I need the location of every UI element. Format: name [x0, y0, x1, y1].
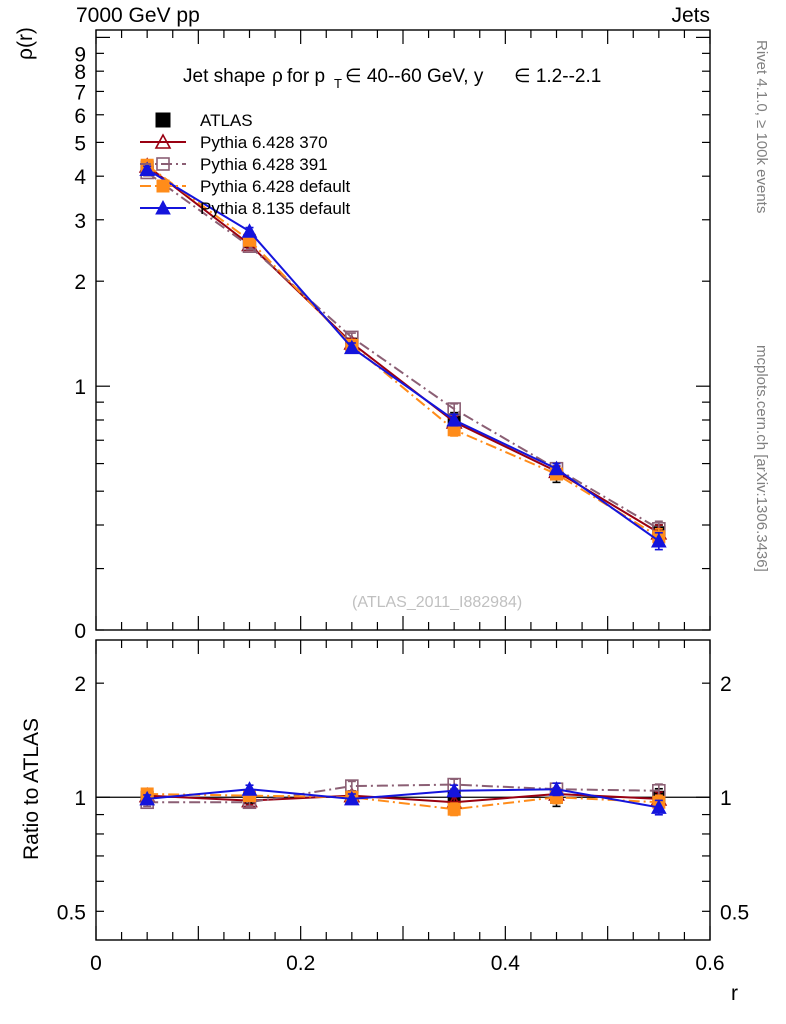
main-y-tick-label: 8 [74, 61, 86, 84]
legend: ATLAS Pythia 6.428 370 Pythia 6.428 391 Pyt… [140, 111, 351, 218]
data-point-marker [650, 799, 667, 814]
data-point-marker [241, 223, 258, 238]
header-left-label: 7000 GeV pp [76, 4, 200, 27]
data-point-marker [139, 790, 156, 806]
ratio-y-tick-label-left: 1 [74, 787, 86, 810]
plot-title-part-a: Jet shape [183, 66, 265, 87]
series-line [147, 788, 660, 809]
data-point-marker [343, 790, 360, 806]
plot-title-subscript-t: T [334, 76, 342, 91]
legend-marker-sample [155, 199, 171, 215]
data-point-marker [650, 532, 667, 548]
legend-entry-label: ATLAS [200, 111, 253, 130]
main-panel-ticks [95, 30, 711, 631]
legend-marker-sample [155, 112, 171, 128]
x-axis-title: r [731, 982, 738, 1005]
ratio-y-tick-label-left: 2 [74, 673, 86, 696]
main-y-tick-label: 6 [74, 105, 86, 128]
data-point-marker [446, 411, 463, 427]
series-line [147, 783, 659, 804]
main-y-tick-label: 5 [74, 132, 86, 155]
data-point-marker [446, 782, 463, 798]
data-point-marker [241, 781, 258, 796]
ratio-y-tick-label-right: 1 [720, 787, 732, 810]
header-right-label: Jets [671, 4, 710, 27]
series-line [146, 164, 660, 538]
main-y-axis-title: ρ(r) [14, 27, 37, 60]
legend-marker-sample [154, 133, 172, 149]
x-axis-tick-labels: 0 0.2 0.4 0.6 [90, 952, 724, 975]
series-line [147, 792, 659, 811]
data-point-marker [548, 781, 565, 796]
legend-entry-label: Pythia 6.428 391 [200, 155, 328, 174]
legend-entry-label: Pythia 6.428 370 [200, 133, 328, 152]
plot-title: Jet shape ρ for p T ∈ 40--60 GeV, y ∈ 1.… [183, 66, 601, 91]
ratio-y-tick-label-right: 0.5 [720, 901, 749, 924]
x-axis-tick-label: 0.2 [286, 952, 315, 975]
main-panel-frame [95, 29, 711, 631]
main-y-tick-label: 2 [74, 271, 86, 294]
x-axis-tick-label: 0.4 [491, 952, 521, 975]
data-point-marker [548, 460, 565, 476]
ratio-y-tick-label-right: 2 [720, 673, 732, 696]
main-panel-data-series [138, 157, 668, 551]
plot-title-part-b: for p [287, 66, 325, 87]
x-axis-tick-label: 0 [90, 952, 102, 975]
ratio-panel-data-series [138, 777, 668, 817]
plot-title-part-c: ∈ 40--60 GeV, y [345, 66, 484, 87]
ratio-panel-tick-labels: 2 2 1 1 0.5 0.5 [57, 673, 749, 924]
ratio-y-axis-title: Ratio to ATLAS [20, 718, 43, 860]
legend-entry-label: Pythia 8.135 default [200, 199, 351, 218]
legend-entry-label: Pythia 6.428 default [200, 177, 351, 196]
series-line [147, 792, 659, 804]
main-y-tick-label: 1 [74, 376, 86, 399]
main-y-tick-label: 7 [74, 81, 86, 104]
x-axis-tick-label: 0.6 [695, 952, 724, 975]
series-line [146, 171, 660, 530]
series-line [146, 168, 660, 542]
main-y-tick-label: 0 [74, 620, 86, 643]
legend-marker-sample [156, 157, 170, 171]
mcplots-reference-label: mcplots.cern.ch [arXiv:1306.3436] [753, 345, 770, 572]
ratio-y-tick-label-left: 0.5 [57, 901, 86, 924]
analysis-id-watermark: (ATLAS_2011_I882984) [352, 594, 522, 611]
ratio-panel-frame [95, 639, 711, 941]
rivet-version-label: Rivet 4.1.0, ≥ 100k events [753, 40, 770, 213]
ratio-plot-panel: 2 2 1 1 0.5 0.5 [57, 639, 749, 941]
main-y-tick-label: 3 [74, 210, 86, 233]
main-y-tick-label: 4 [74, 166, 86, 189]
main-y-tick-label: 9 [74, 43, 86, 66]
data-point-marker [139, 161, 156, 177]
data-point-marker [447, 802, 461, 816]
plot-title-rho-symbol: ρ [272, 66, 283, 87]
plot-title-part-d: ∈ 1.2--2.1 [514, 66, 601, 87]
legend-marker-sample [156, 179, 170, 193]
data-point-marker [343, 339, 360, 355]
